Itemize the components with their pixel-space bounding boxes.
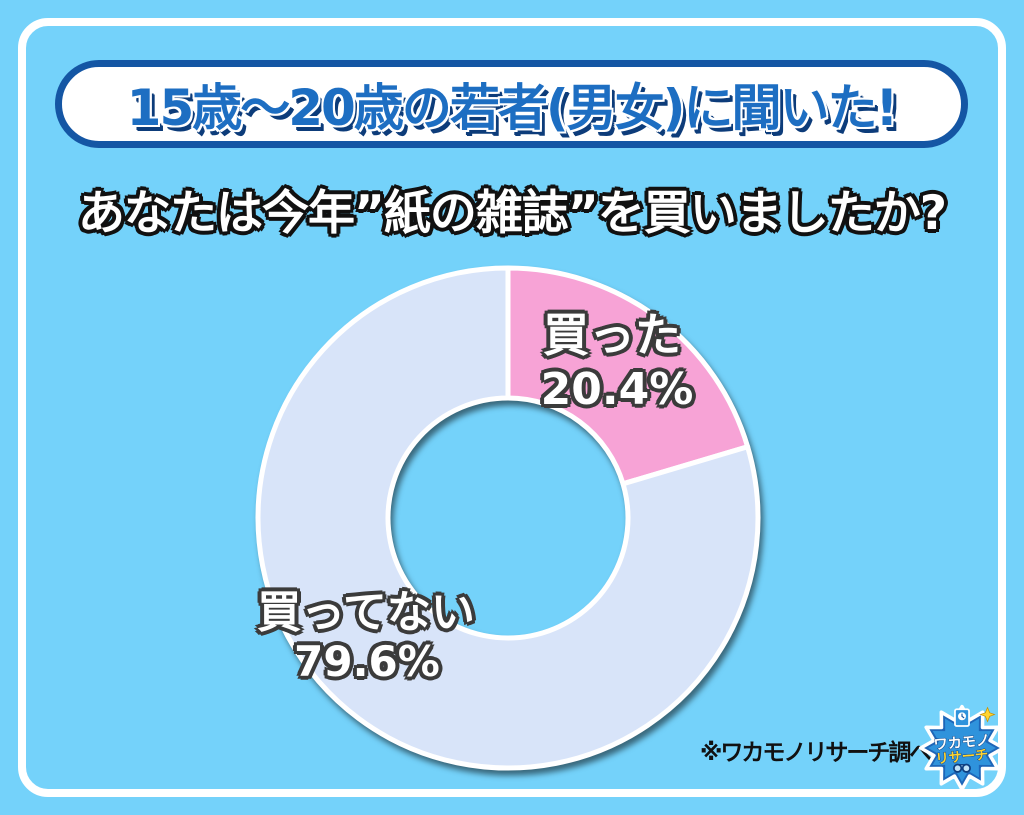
binoculars-icon <box>953 763 971 773</box>
title-banner: 15歳～20歳の若者(男女)に聞いた! <box>55 60 968 148</box>
slice-pct-bought: 20.4% <box>540 364 694 415</box>
research-logo: ワカモノ リサーチ <box>918 704 1006 792</box>
logo-text-line2: リサーチ <box>935 747 989 768</box>
logo-burst-inner <box>928 714 996 782</box>
question-title: あなたは今年”紙の雑誌”を買いましたか? <box>77 186 947 241</box>
clipboard-icon <box>954 708 970 727</box>
sparkle-icon <box>979 706 996 723</box>
donut-chart <box>255 265 761 771</box>
source-note: ※ワカモノリサーチ調べ <box>700 740 932 766</box>
slice-pct-not-bought: 79.6% <box>294 637 440 686</box>
logo-text-line1: ワカモノ <box>933 733 991 754</box>
banner-title-text: 15歳～20歳の若者(男女)に聞いた! <box>126 79 899 137</box>
donut-slice-not-bought <box>255 265 761 771</box>
donut-slice-bought <box>505 265 751 487</box>
slice-label-bought: 買った <box>543 308 681 362</box>
slice-label-not-bought: 買ってない <box>257 587 475 638</box>
